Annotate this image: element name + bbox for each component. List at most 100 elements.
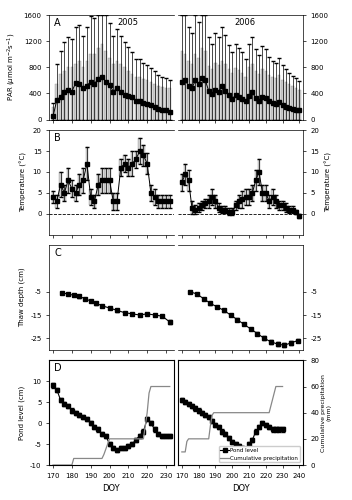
Bar: [97, 174, 100, 195]
Bar: [268, 75, 270, 120]
Bar: [291, 86, 294, 120]
Bar: [165, 88, 167, 120]
Bar: [93, 54, 96, 120]
Bar: [244, 188, 247, 206]
Bar: [285, 204, 287, 212]
Bar: [208, 66, 210, 120]
Bar: [123, 68, 126, 120]
Bar: [153, 84, 156, 120]
Bar: [211, 70, 213, 119]
Bar: [238, 70, 240, 119]
Bar: [52, 191, 54, 203]
Bar: [74, 184, 77, 202]
Bar: [108, 168, 111, 193]
Bar: [59, 172, 62, 197]
Bar: [265, 70, 267, 120]
Bar: [288, 84, 290, 120]
Bar: [165, 195, 167, 207]
Bar: [187, 170, 190, 191]
Bar: [285, 82, 287, 120]
Bar: [93, 195, 96, 207]
Bar: [194, 206, 196, 214]
Bar: [63, 70, 66, 120]
Bar: [181, 51, 183, 120]
Bar: [201, 48, 203, 120]
Bar: [295, 88, 297, 120]
Bar: [101, 168, 103, 193]
Bar: [298, 90, 301, 120]
Bar: [184, 54, 186, 120]
Bar: [208, 195, 210, 207]
Bar: [181, 174, 183, 191]
Bar: [105, 51, 107, 120]
Bar: [234, 68, 237, 120]
Bar: [187, 61, 190, 120]
Bar: [153, 188, 156, 206]
Bar: [78, 61, 81, 120]
Bar: [191, 64, 193, 120]
Bar: [278, 75, 281, 120]
Bar: [89, 54, 92, 120]
Text: C: C: [54, 248, 61, 258]
Bar: [268, 195, 270, 207]
Y-axis label: Temperature (°C): Temperature (°C): [20, 152, 27, 212]
Bar: [194, 54, 196, 120]
Bar: [197, 58, 200, 120]
Text: 2006: 2006: [234, 18, 256, 27]
Bar: [248, 68, 250, 120]
Bar: [244, 77, 247, 120]
Bar: [150, 82, 152, 120]
Bar: [271, 188, 274, 206]
Bar: [70, 180, 73, 197]
Bar: [131, 74, 133, 120]
Bar: [97, 48, 100, 120]
Bar: [218, 66, 220, 120]
Bar: [134, 151, 137, 168]
Bar: [134, 77, 137, 120]
Bar: [231, 72, 233, 120]
Bar: [56, 84, 58, 120]
Bar: [161, 195, 164, 207]
Text: A: A: [54, 18, 61, 28]
Bar: [138, 138, 141, 164]
Bar: [169, 195, 171, 207]
Bar: [281, 202, 284, 209]
Bar: [248, 188, 250, 206]
Y-axis label: PAR ($\mu$mol m$^{-2}$s$^{-1}$): PAR ($\mu$mol m$^{-2}$s$^{-1}$): [6, 33, 18, 102]
Bar: [228, 208, 230, 215]
Bar: [197, 204, 200, 212]
Bar: [265, 184, 267, 202]
Bar: [150, 184, 152, 202]
Bar: [127, 70, 130, 120]
Bar: [86, 147, 88, 180]
Bar: [298, 214, 301, 218]
Bar: [142, 145, 145, 166]
Bar: [218, 204, 220, 212]
Bar: [241, 191, 244, 208]
Text: D: D: [54, 364, 62, 374]
Bar: [261, 184, 264, 202]
Bar: [161, 87, 164, 120]
X-axis label: DOY: DOY: [232, 484, 250, 493]
Bar: [146, 80, 149, 120]
Y-axis label: Pond level (cm): Pond level (cm): [18, 386, 25, 440]
Bar: [224, 64, 227, 120]
X-axis label: DOY: DOY: [102, 484, 120, 493]
Bar: [288, 206, 290, 213]
Bar: [127, 160, 130, 176]
Bar: [56, 195, 58, 207]
Bar: [116, 193, 118, 210]
Bar: [105, 168, 107, 193]
Bar: [254, 70, 257, 120]
Bar: [221, 206, 223, 213]
Bar: [157, 195, 160, 207]
Bar: [78, 174, 81, 195]
Bar: [157, 86, 160, 119]
Legend: Pond level, Cumulative precipitation: Pond level, Cumulative precipitation: [219, 446, 300, 462]
Bar: [63, 184, 66, 202]
Bar: [86, 61, 88, 120]
Bar: [201, 202, 203, 209]
Text: 2005: 2005: [118, 18, 139, 27]
Bar: [52, 106, 54, 120]
Bar: [119, 64, 122, 120]
